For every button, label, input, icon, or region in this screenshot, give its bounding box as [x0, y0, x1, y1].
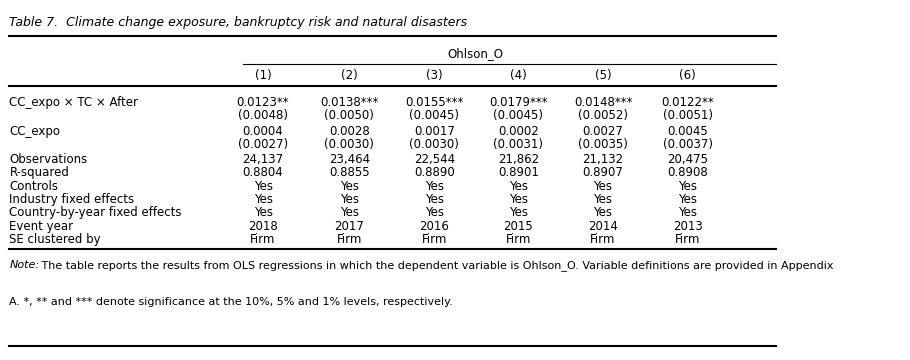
- Text: Yes: Yes: [593, 206, 612, 219]
- Text: Firm: Firm: [591, 233, 616, 246]
- Text: (0.0027): (0.0027): [238, 138, 288, 151]
- Text: 2013: 2013: [673, 220, 703, 233]
- Text: Yes: Yes: [340, 193, 359, 206]
- Text: Yes: Yes: [593, 193, 612, 206]
- Text: SE clustered by: SE clustered by: [9, 233, 101, 246]
- Text: Yes: Yes: [678, 193, 697, 206]
- Text: 0.8804: 0.8804: [243, 166, 283, 179]
- Text: 0.8901: 0.8901: [498, 166, 539, 179]
- Text: 22,544: 22,544: [414, 153, 455, 166]
- Text: Yes: Yes: [593, 180, 612, 193]
- Text: The table reports the results from OLS regressions in which the dependent variab: The table reports the results from OLS r…: [38, 260, 834, 271]
- Text: Country-by-year fixed effects: Country-by-year fixed effects: [9, 206, 182, 219]
- Text: (0.0031): (0.0031): [493, 138, 543, 151]
- Text: 23,464: 23,464: [329, 153, 370, 166]
- Text: (3): (3): [426, 69, 442, 82]
- Text: (0.0045): (0.0045): [493, 109, 543, 122]
- Text: (0.0045): (0.0045): [410, 109, 460, 122]
- Text: 2015: 2015: [503, 220, 533, 233]
- Text: 0.0155***: 0.0155***: [405, 96, 463, 109]
- Text: Yes: Yes: [254, 206, 272, 219]
- Text: Yes: Yes: [340, 180, 359, 193]
- Text: Yes: Yes: [340, 206, 359, 219]
- Text: Yes: Yes: [678, 206, 697, 219]
- Text: 0.8890: 0.8890: [414, 166, 455, 179]
- Text: 0.0138***: 0.0138***: [320, 96, 379, 109]
- Text: Yes: Yes: [509, 180, 528, 193]
- Text: (0.0030): (0.0030): [410, 138, 460, 151]
- Text: Firm: Firm: [506, 233, 531, 246]
- Text: 2018: 2018: [248, 220, 278, 233]
- Text: 20,475: 20,475: [667, 153, 708, 166]
- Text: (4): (4): [510, 69, 527, 82]
- Text: Yes: Yes: [425, 193, 444, 206]
- Text: Event year: Event year: [9, 220, 74, 233]
- Text: (0.0051): (0.0051): [662, 109, 713, 122]
- Text: 0.0045: 0.0045: [667, 125, 708, 138]
- Text: (0.0050): (0.0050): [325, 109, 374, 122]
- Text: Yes: Yes: [509, 193, 528, 206]
- Text: Note:: Note:: [9, 260, 39, 270]
- Text: 0.0028: 0.0028: [329, 125, 369, 138]
- Text: Yes: Yes: [509, 206, 528, 219]
- Text: 2014: 2014: [588, 220, 618, 233]
- Text: CC_expo × TC × After: CC_expo × TC × After: [9, 96, 138, 109]
- Text: Firm: Firm: [675, 233, 701, 246]
- Text: 21,132: 21,132: [582, 153, 623, 166]
- Text: Controls: Controls: [9, 180, 58, 193]
- Text: Firm: Firm: [337, 233, 362, 246]
- Text: 2016: 2016: [420, 220, 450, 233]
- Text: (0.0037): (0.0037): [662, 138, 713, 151]
- Text: Table 7.  Climate change exposure, bankruptcy risk and natural disasters: Table 7. Climate change exposure, bankru…: [9, 16, 468, 29]
- Text: 0.0123**: 0.0123**: [237, 96, 289, 109]
- Text: Industry fixed effects: Industry fixed effects: [9, 193, 135, 206]
- Text: (5): (5): [595, 69, 612, 82]
- Text: (6): (6): [680, 69, 696, 82]
- Text: Yes: Yes: [425, 206, 444, 219]
- Text: (0.0035): (0.0035): [578, 138, 628, 151]
- Text: (2): (2): [341, 69, 358, 82]
- Text: 0.0017: 0.0017: [414, 125, 455, 138]
- Text: 0.0148***: 0.0148***: [574, 96, 632, 109]
- Text: 0.0179***: 0.0179***: [489, 96, 548, 109]
- Text: R-squared: R-squared: [9, 166, 69, 179]
- Text: (0.0048): (0.0048): [238, 109, 288, 122]
- Text: Yes: Yes: [254, 180, 272, 193]
- Text: 2017: 2017: [335, 220, 364, 233]
- Text: 0.0122**: 0.0122**: [662, 96, 714, 109]
- Text: Observations: Observations: [9, 153, 87, 166]
- Text: Yes: Yes: [678, 180, 697, 193]
- Text: 0.8855: 0.8855: [329, 166, 369, 179]
- Text: 0.8907: 0.8907: [582, 166, 623, 179]
- Text: 0.0027: 0.0027: [582, 125, 623, 138]
- Text: (0.0052): (0.0052): [578, 109, 628, 122]
- Text: 0.0004: 0.0004: [243, 125, 283, 138]
- Text: (0.0030): (0.0030): [325, 138, 374, 151]
- Text: A. *, ** and *** denote significance at the 10%, 5% and 1% levels, respectively.: A. *, ** and *** denote significance at …: [9, 297, 453, 307]
- Text: Ohlson_O: Ohlson_O: [448, 47, 503, 60]
- Text: CC_expo: CC_expo: [9, 125, 60, 138]
- Text: Firm: Firm: [421, 233, 447, 246]
- Text: Yes: Yes: [254, 193, 272, 206]
- Text: Firm: Firm: [250, 233, 276, 246]
- Text: 21,862: 21,862: [498, 153, 539, 166]
- Text: 0.8908: 0.8908: [667, 166, 708, 179]
- Text: 24,137: 24,137: [242, 153, 284, 166]
- Text: Yes: Yes: [425, 180, 444, 193]
- Text: 0.0002: 0.0002: [498, 125, 539, 138]
- Text: (1): (1): [255, 69, 271, 82]
